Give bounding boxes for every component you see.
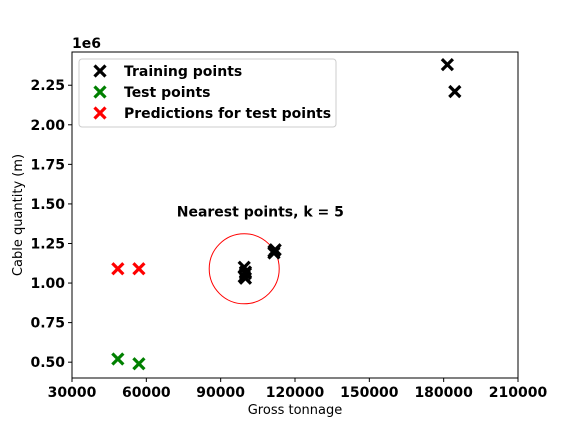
nearest-points-circle <box>208 233 280 305</box>
x-tick-label: 180000 <box>414 385 473 401</box>
x-tick-label: 150000 <box>340 385 399 401</box>
x-axis-label: Gross tonnage <box>248 403 343 418</box>
y-axis: 0.50 0.75 1.00 1.25 1.50 1.75 2.00 2.25 <box>30 78 72 371</box>
legend: Training points Test points Predictions fo… <box>78 58 337 128</box>
nearest-points-annotation: Nearest points, k = 5 <box>177 205 344 221</box>
y-tick-label: 1.25 <box>30 236 65 252</box>
x-tick-label: 120000 <box>266 385 325 401</box>
x-tick-label: 210000 <box>489 385 548 401</box>
y-tick-label: 1.00 <box>30 276 65 292</box>
legend-box <box>78 58 337 128</box>
legend-marker <box>93 64 107 78</box>
y-offset-label: 1e6 <box>72 36 101 52</box>
legend-marker <box>93 106 107 120</box>
training-point <box>238 265 253 279</box>
x-tick-label: 60000 <box>122 385 171 401</box>
y-tick-label: 1.50 <box>30 197 65 213</box>
training-point <box>267 244 281 259</box>
prediction-point <box>111 262 125 276</box>
legend-marker <box>93 85 107 99</box>
training-point <box>448 84 462 99</box>
y-axis-label: Cable quantity (m) <box>11 154 26 276</box>
legend-entry: Test points <box>124 85 211 101</box>
y-tick-label: 1.75 <box>30 157 65 173</box>
y-tick-label: 0.75 <box>30 316 65 332</box>
training-point <box>440 58 455 72</box>
y-tick-label: 0.50 <box>30 355 65 371</box>
legend-entry: Training points <box>124 64 242 80</box>
y-tick-label: 2.25 <box>30 78 65 94</box>
x-tick-label: 90000 <box>196 385 245 401</box>
x-tick-label: 30000 <box>48 385 97 401</box>
legend-entry: Predictions for test points <box>124 106 331 122</box>
x-axis: 30000 60000 90000 120000 150000 180000 210000 <box>48 378 548 401</box>
y-tick-label: 2.00 <box>30 118 65 134</box>
prediction-point <box>132 262 146 276</box>
test-point <box>111 352 125 366</box>
test-point <box>132 357 146 371</box>
